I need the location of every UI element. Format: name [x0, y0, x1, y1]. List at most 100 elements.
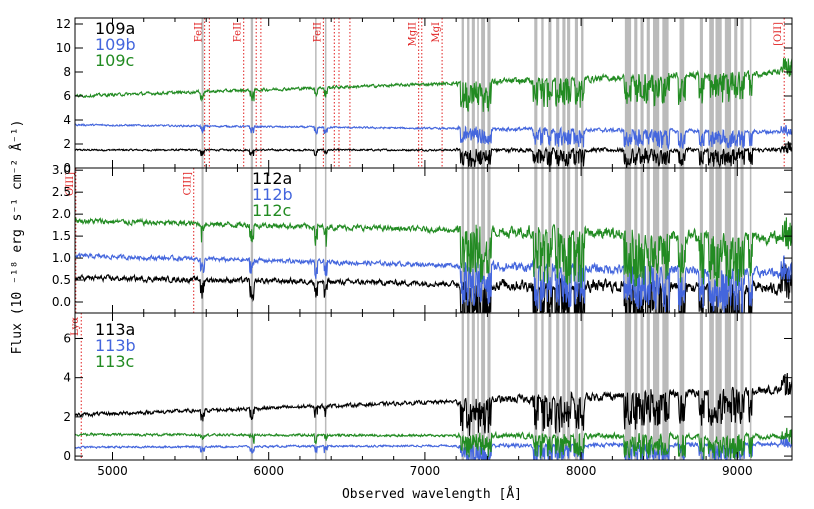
mask-band: [481, 18, 486, 168]
y-tick-label: 2.0: [52, 207, 71, 221]
legend-entry: 113a: [95, 320, 135, 339]
mask-band: [709, 18, 714, 168]
mask-band: [324, 313, 327, 460]
mask-band: [250, 313, 254, 460]
mask-band: [556, 313, 560, 460]
series-112a: [75, 262, 792, 313]
legend-entry: 113b: [95, 336, 136, 355]
mask-band: [487, 168, 491, 313]
series-109a: [75, 141, 792, 168]
mask-band: [646, 168, 650, 313]
mask-band: [471, 313, 475, 460]
mask-band: [624, 313, 632, 460]
mask-band: [679, 18, 685, 168]
mask-band: [662, 313, 669, 460]
y-tick-label: 4: [63, 113, 71, 127]
mask-band: [715, 313, 722, 460]
panel-112: OIII] CIII] 0.0 0.5 1.0 1.5 2.0 2.5 3.0 112a112b1…: [52, 163, 793, 314]
panel-112-plot-area: [75, 168, 792, 313]
mask-band: [477, 313, 479, 460]
mask-band: [548, 313, 552, 460]
mask-band: [749, 168, 752, 313]
mask-band: [467, 18, 470, 168]
mask-band: [634, 313, 638, 460]
mask-band: [477, 168, 479, 313]
y-tick-label: 2: [63, 137, 71, 151]
line-label: MgII: [408, 22, 419, 47]
mask-band: [740, 313, 744, 460]
mask-band: [201, 313, 204, 460]
x-tick-label: 7000: [410, 464, 441, 478]
y-tick-label: 0.0: [52, 295, 71, 309]
panel-109-plot-area: [75, 18, 792, 168]
mask-band: [749, 18, 752, 168]
panel-113-plot-area: [75, 313, 792, 460]
mask-band: [734, 168, 738, 313]
y-tick-label: 2: [63, 410, 71, 424]
mask-band: [541, 168, 544, 313]
mask-band: [699, 313, 703, 460]
line-label: FeII: [194, 22, 205, 42]
x-tick-label: 6000: [253, 464, 284, 478]
line-label: OIII]: [65, 172, 76, 196]
line-label: FeII: [312, 22, 323, 42]
y-tick-label: 4: [63, 371, 71, 385]
mask-band: [624, 168, 632, 313]
mask-band: [640, 168, 644, 313]
y-tick-label: 6: [63, 89, 71, 103]
mask-band: [481, 313, 486, 460]
y-tick-label: 2.5: [52, 185, 71, 199]
x-tick-label: 9000: [722, 464, 753, 478]
y-tick-label: 3.0: [52, 163, 71, 177]
mask-band: [749, 313, 752, 460]
series-109c: [75, 57, 792, 112]
mask-band: [567, 313, 571, 460]
series-113c: [75, 427, 792, 460]
line-label: MgI: [431, 22, 442, 43]
line-label: [OII]: [773, 22, 784, 46]
mask-band: [724, 18, 732, 168]
legend-entry: 109c: [95, 51, 134, 70]
mask-band: [724, 168, 732, 313]
legend-entry: 109a: [95, 19, 135, 38]
mask-band: [662, 168, 669, 313]
mask-band: [562, 313, 566, 460]
series-112b: [75, 252, 792, 313]
y-tick-label: 1.5: [52, 229, 71, 243]
line-label: Lyα: [70, 317, 81, 336]
y-tick-label: 0.5: [52, 273, 71, 287]
mask-band: [315, 313, 317, 460]
mask-band: [467, 313, 470, 460]
mask-band: [541, 18, 544, 168]
x-axis-title: Observed wavelength [Å]: [342, 486, 522, 502]
mask-band: [201, 18, 204, 168]
series-112c: [75, 216, 792, 288]
mask-band: [574, 313, 578, 460]
legend-entry: 112c: [252, 201, 291, 220]
mask-band: [640, 313, 644, 460]
x-tick-label: 5000: [97, 464, 128, 478]
legend-entry: 109b: [95, 35, 136, 54]
mask-band: [709, 313, 714, 460]
mask-band: [724, 313, 732, 460]
mask-band: [679, 168, 685, 313]
series-109b: [75, 122, 792, 151]
mask-band: [715, 168, 722, 313]
mask-band: [534, 313, 538, 460]
mask-band: [646, 313, 650, 460]
mask-band: [574, 168, 578, 313]
series-113a: [75, 372, 792, 436]
y-tick-label: 0: [63, 161, 71, 175]
mask-band: [652, 168, 660, 313]
line-label: FeII: [233, 22, 244, 42]
series-113b: [75, 436, 792, 460]
mask-band: [581, 313, 584, 460]
mask-band: [481, 168, 486, 313]
mask-band: [548, 168, 552, 313]
